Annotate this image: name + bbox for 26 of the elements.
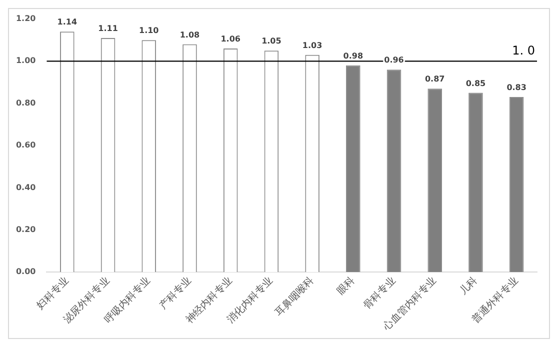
y-tick-label: 0.40 (16, 182, 36, 192)
data-label: 1.14 (57, 18, 78, 27)
ref-line-label: 1. 0 (512, 43, 535, 58)
x-tick-label: 耳鼻咽喉科 (272, 274, 316, 319)
y-tick-label: 0.80 (16, 98, 36, 108)
x-tick-label: 产科专业 (156, 274, 194, 312)
y-tick-label: 0.00 (16, 267, 36, 276)
y-tick-label: 0.20 (16, 224, 36, 234)
data-label: 1.08 (180, 30, 200, 40)
x-tick-label: 儿科 (457, 274, 480, 298)
y-tick-label: 1.20 (16, 14, 36, 24)
data-label: 0.87 (424, 74, 445, 84)
y-tick-label: 0.60 (16, 140, 36, 150)
data-label: 1.06 (220, 34, 241, 44)
data-label: 1.11 (98, 24, 118, 34)
x-tick-label: 骨科专业 (361, 274, 398, 312)
data-label: 1.05 (262, 36, 282, 46)
x-tick-label: 眼科 (334, 274, 358, 298)
y-tick-label: 1.00 (16, 56, 36, 66)
data-label: 0.85 (466, 78, 486, 88)
data-label: 1.10 (139, 26, 160, 36)
data-label: 1.03 (302, 40, 322, 50)
data-label: 0.83 (506, 83, 526, 92)
x-tick-label: 妇科专业 (34, 274, 72, 312)
data-label: 0.96 (384, 56, 404, 65)
data-label: 0.98 (343, 51, 364, 60)
